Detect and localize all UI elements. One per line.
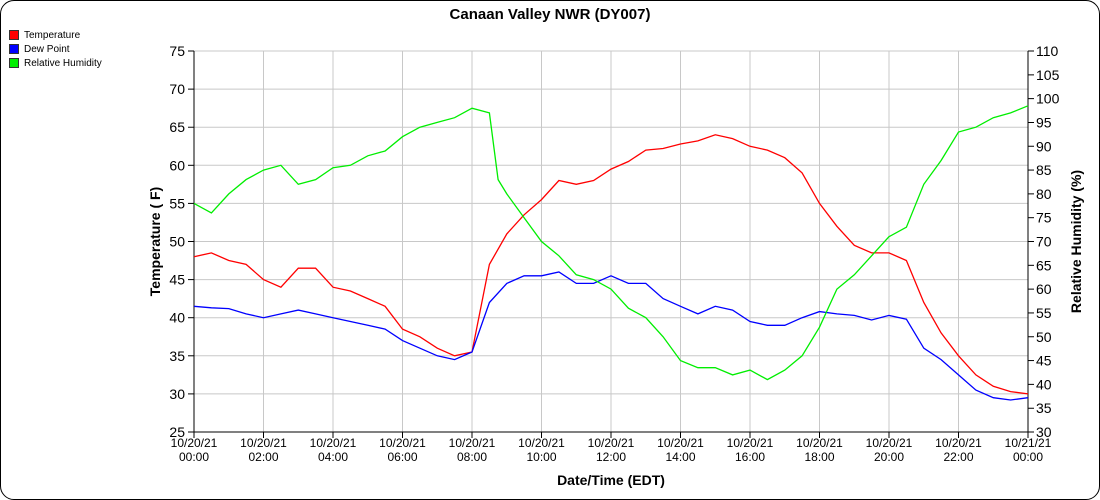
y2-tick-label: 50 bbox=[1036, 329, 1052, 345]
y2-axis-label: Relative Humidity (%) bbox=[1068, 170, 1084, 313]
series-line-dew-point bbox=[193, 271, 1029, 401]
legend: Temperature Dew Point Relative Humidity bbox=[9, 28, 102, 70]
legend-swatch bbox=[9, 30, 19, 40]
y-tick-label: 70 bbox=[169, 81, 185, 97]
y2-tick-label: 55 bbox=[1036, 305, 1052, 321]
x-tick-date: 10/20/21 bbox=[449, 436, 496, 450]
legend-swatch bbox=[9, 44, 19, 54]
legend-item-dew-point: Dew Point bbox=[9, 42, 102, 56]
legend-label: Temperature bbox=[24, 29, 81, 41]
legend-item-temperature: Temperature bbox=[9, 28, 102, 42]
y2-tick-label: 35 bbox=[1036, 400, 1052, 416]
y2-tick-label: 105 bbox=[1036, 67, 1060, 83]
y2-tick-label: 110 bbox=[1036, 43, 1059, 59]
y-tick-label: 75 bbox=[169, 43, 185, 59]
y2-tick-label: 45 bbox=[1036, 353, 1052, 369]
y-tick-label: 40 bbox=[169, 310, 185, 326]
x-tick-time: 16:00 bbox=[735, 450, 765, 464]
y2-tick-label: 60 bbox=[1036, 281, 1052, 297]
x-tick-time: 00:00 bbox=[1013, 450, 1043, 464]
y2-tick-label: 75 bbox=[1036, 210, 1052, 226]
x-tick-time: 08:00 bbox=[457, 450, 487, 464]
y2-tick-label: 95 bbox=[1036, 114, 1052, 130]
y2-tick-label: 80 bbox=[1036, 186, 1052, 202]
x-tick-time: 22:00 bbox=[943, 450, 973, 464]
y2-tick-label: 65 bbox=[1036, 257, 1052, 273]
x-tick-date: 10/20/21 bbox=[379, 436, 426, 450]
series-line-temperature bbox=[193, 134, 1029, 395]
x-tick-time: 18:00 bbox=[804, 450, 834, 464]
x-tick-time: 04:00 bbox=[318, 450, 348, 464]
x-tick-time: 00:00 bbox=[179, 450, 209, 464]
y-tick-label: 45 bbox=[169, 272, 185, 288]
x-tick-date: 10/20/21 bbox=[310, 436, 357, 450]
y2-tick-label: 90 bbox=[1036, 138, 1052, 154]
x-tick-date: 10/20/21 bbox=[727, 436, 774, 450]
x-tick-time: 14:00 bbox=[665, 450, 695, 464]
x-tick-date: 10/20/21 bbox=[796, 436, 843, 450]
y-tick-label: 60 bbox=[169, 157, 185, 173]
x-tick-date: 10/20/21 bbox=[240, 436, 287, 450]
y2-tick-label: 85 bbox=[1036, 162, 1052, 178]
y-axis-label: Temperature ( F) bbox=[147, 187, 163, 296]
x-tick-time: 20:00 bbox=[874, 450, 904, 464]
x-tick-date: 10/20/21 bbox=[518, 436, 565, 450]
x-tick-date: 10/20/21 bbox=[866, 436, 913, 450]
x-tick-time: 10:00 bbox=[526, 450, 556, 464]
x-axis-label: Date/Time (EDT) bbox=[557, 472, 665, 488]
y-tick-label: 55 bbox=[169, 195, 185, 211]
y2-tick-label: 30 bbox=[1036, 424, 1052, 440]
y-tick-label: 50 bbox=[169, 234, 185, 250]
x-tick-time: 12:00 bbox=[596, 450, 626, 464]
x-tick-date: 10/20/21 bbox=[171, 436, 218, 450]
x-tick-time: 06:00 bbox=[387, 450, 417, 464]
x-tick-date: 10/21/21 bbox=[1005, 436, 1052, 450]
y-tick-label: 25 bbox=[169, 424, 185, 440]
chart-title: Canaan Valley NWR (DY007) bbox=[449, 6, 651, 23]
x-tick-date: 10/20/21 bbox=[588, 436, 635, 450]
y2-tick-label: 100 bbox=[1036, 91, 1060, 107]
y2-tick-label: 70 bbox=[1036, 234, 1052, 250]
legend-label: Dew Point bbox=[24, 43, 70, 55]
y2-tick-label: 40 bbox=[1036, 376, 1052, 392]
series-line-relative-humidity bbox=[193, 105, 1029, 381]
legend-label: Relative Humidity bbox=[24, 57, 102, 69]
x-tick-time: 02:00 bbox=[248, 450, 278, 464]
y-tick-label: 30 bbox=[169, 386, 185, 402]
legend-item-relative-humidity: Relative Humidity bbox=[9, 56, 102, 70]
y-tick-label: 35 bbox=[169, 348, 185, 364]
y-tick-label: 65 bbox=[169, 119, 185, 135]
legend-swatch bbox=[9, 58, 19, 68]
x-tick-date: 10/20/21 bbox=[935, 436, 982, 450]
x-tick-date: 10/20/21 bbox=[657, 436, 704, 450]
